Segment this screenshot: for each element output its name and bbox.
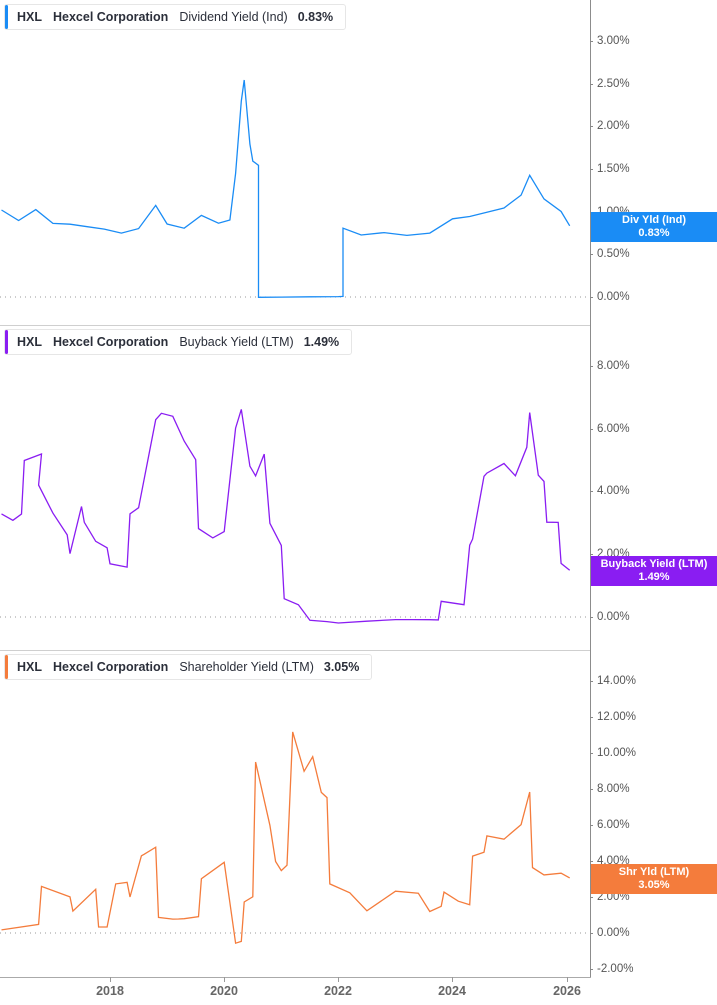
y-tick-mark [590,554,593,556]
x-tick-label: 2018 [96,984,124,998]
y-tick-label: 8.00% [597,783,630,795]
metric-value: 1.49% [303,335,340,349]
legend-shareholder-yield: HXL Hexcel Corporation Shareholder Yield… [4,654,373,680]
legend-dividend-yield: HXL Hexcel Corporation Dividend Yield (I… [4,4,347,30]
y-tick-mark [590,789,593,790]
y-tick-mark [590,491,593,493]
ticker-label: HXL [17,660,42,674]
y-tick-mark [590,681,593,682]
metric-label: Buyback Yield (LTM) [179,335,294,349]
x-tick-label: 2022 [324,984,352,998]
badge-label: Buyback Yield (LTM) [600,558,708,570]
y-tick-label: 4.00% [597,485,630,498]
badge-value: 1.49% [638,571,670,583]
y-tick-mark [590,41,593,43]
y-tick-label: 6.00% [597,819,630,831]
company-label: Hexcel Corporation [53,660,169,674]
series-color-marker [5,5,8,29]
x-tick-mark [452,977,453,982]
y-tick-mark [590,897,593,898]
y-tick-label: 3.00% [597,35,630,48]
y-tick-label: 8.00% [597,359,630,372]
panel-separator [0,650,590,651]
badge-label: Div Yld (Ind) [622,214,686,226]
x-tick-label: 2024 [438,984,466,998]
metric-value: 3.05% [323,660,360,674]
last-value-badge-shareholder: Shr Yld (LTM) 3.05% [591,864,717,894]
company-label: Hexcel Corporation [53,335,169,349]
y-tick-mark [590,825,593,826]
y-tick-label: 6.00% [597,422,630,435]
y-tick-mark [590,428,593,430]
company-label: Hexcel Corporation [53,10,169,24]
y-tick-label: 1.50% [597,163,630,176]
x-tick-mark [338,977,339,982]
y-tick-label: -2.00% [597,963,634,975]
last-value-badge-buyback: Buyback Yield (LTM) 1.49% [591,556,717,586]
x-tick-mark [224,977,225,982]
y-tick-label: 10.00% [597,747,637,759]
buyback-yield-line [1,409,571,624]
ticker-label: HXL [17,335,42,349]
x-axis-line [0,977,591,978]
y-tick-mark [590,717,593,718]
y-tick-mark [590,753,593,754]
y-tick-label: 14.00% [597,675,637,687]
y-tick-mark [590,617,593,618]
ticker-label: HXL [17,10,42,24]
y-tick-label: 0.00% [597,611,630,623]
legend-buyback-yield: HXL Hexcel Corporation Buyback Yield (LT… [4,329,353,355]
y-tick-mark [590,861,593,862]
y-tick-label: 0.50% [597,248,630,261]
y-tick-mark [590,297,593,298]
shareholder-yield-line [1,731,571,945]
x-tick-mark [110,977,111,982]
x-tick-label: 2026 [553,984,581,998]
y-tick-label: 12.00% [597,711,637,723]
y-tick-label: 2.50% [597,77,630,90]
metric-value: 0.83% [297,10,334,24]
y-tick-mark [590,254,593,256]
badge-value: 3.05% [638,879,670,891]
y-tick-label: 2.00% [597,891,630,903]
y-tick-label: 0.00% [597,291,630,303]
last-value-badge-dividend: Div Yld (Ind) 0.83% [591,212,717,242]
y-tick-mark [590,969,593,970]
y-tick-mark [590,126,593,128]
y-tick-label: 0.00% [597,927,630,939]
y-tick-mark [590,365,593,367]
series-color-marker [5,655,8,679]
x-tick-label: 2020 [210,984,238,998]
series-color-marker [5,330,8,354]
badge-value: 0.83% [638,227,670,239]
y-axis-line [590,0,591,978]
y-tick-mark [590,169,593,171]
y-tick-label: 2.00% [597,120,630,133]
metric-label: Dividend Yield (Ind) [179,10,288,24]
dividend-yield-line [1,79,571,298]
y-tick-mark [590,83,593,85]
y-tick-mark [590,933,593,934]
panel-separator [0,325,590,326]
x-tick-mark [567,977,568,982]
metric-label: Shareholder Yield (LTM) [179,660,314,674]
badge-label: Shr Yld (LTM) [618,866,690,878]
